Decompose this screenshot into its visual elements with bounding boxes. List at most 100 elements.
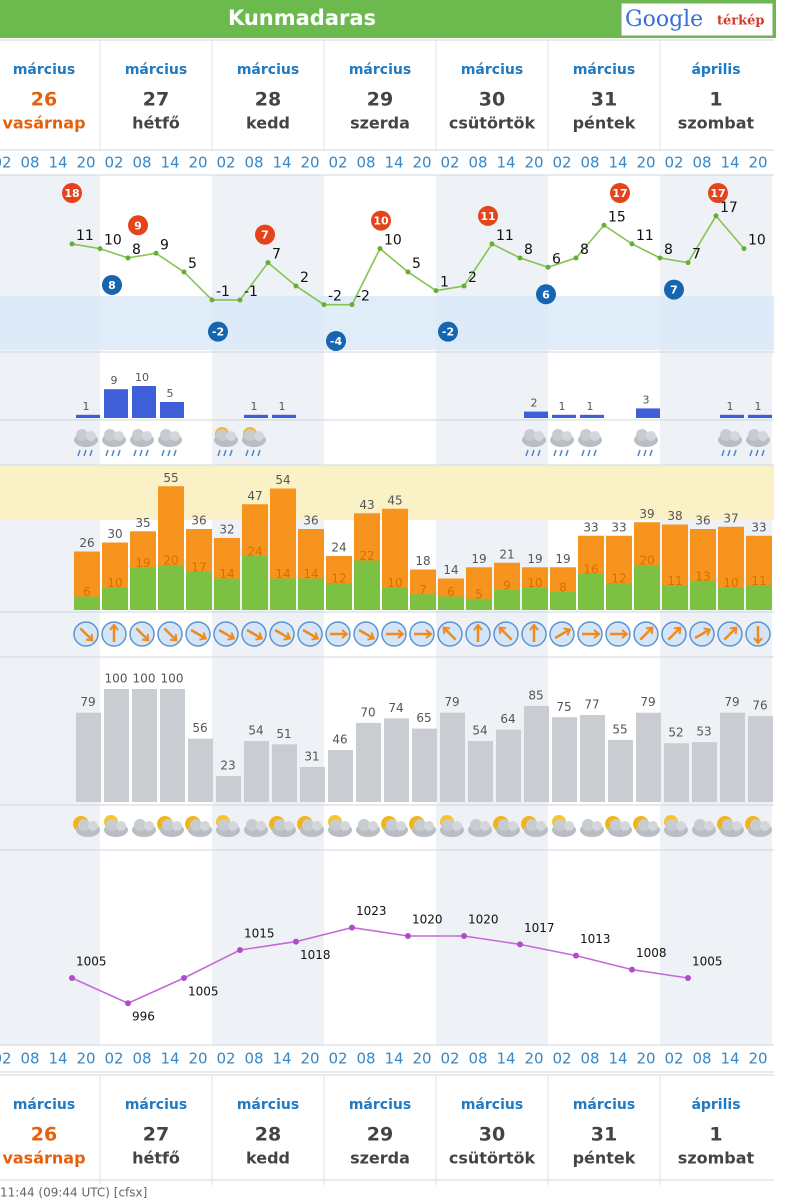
cloud [498, 819, 510, 831]
temperature-label: 8 [132, 242, 141, 258]
sky-icon [297, 816, 324, 837]
wind-label: 16 [583, 563, 598, 577]
rain-icon [74, 429, 98, 457]
temperature-point [349, 302, 355, 308]
sky-icon [409, 816, 436, 837]
wind-direction [353, 621, 379, 647]
month: március [125, 62, 187, 78]
wind-direction [437, 621, 463, 647]
day-number: 1 [709, 89, 722, 111]
cloud-label: 53 [696, 725, 711, 739]
wind-label: 10 [527, 576, 542, 590]
month: március [461, 62, 523, 78]
pressure-point [573, 952, 579, 959]
max-badge-label: 18 [64, 187, 79, 200]
direction-head [283, 632, 292, 641]
pressure-line [71, 926, 689, 1005]
day-number: 29 [367, 89, 393, 111]
wind-direction [689, 621, 715, 647]
gust-label: 32 [219, 523, 234, 537]
hour-label: 20 [524, 1050, 543, 1068]
pressure-point [405, 933, 411, 939]
wind-bar [718, 587, 744, 610]
cloud [86, 431, 96, 441]
gust-label: 19 [471, 552, 486, 566]
cloud [750, 819, 762, 831]
cloud [676, 821, 686, 831]
precip-bar [580, 414, 604, 418]
temperature-label: -1 [216, 284, 230, 300]
day-number: 27 [143, 89, 169, 111]
direction-arrow [302, 628, 318, 640]
temperature-point [237, 297, 243, 303]
precip-label: 1 [251, 400, 258, 413]
hour-label: 02 [664, 154, 683, 172]
gust-label: 39 [639, 507, 654, 521]
cloud-label: 79 [444, 695, 459, 709]
wind-direction [381, 621, 407, 647]
pressure-point [349, 924, 355, 931]
cloud-bar [636, 712, 661, 802]
map-label[interactable]: térkép [717, 14, 765, 29]
cloud-bar [244, 740, 269, 802]
sky-icon [132, 819, 156, 837]
wind-label: 6 [83, 585, 91, 599]
drop [117, 449, 121, 457]
rain-icon [522, 429, 546, 457]
cloud [144, 821, 154, 831]
weekday: kedd [246, 1149, 290, 1168]
direction-head [498, 626, 507, 635]
sky-icon [552, 815, 576, 837]
hour-label: 20 [76, 1050, 95, 1068]
cloud [562, 431, 572, 441]
cloud-label: 100 [133, 672, 156, 686]
cloud [590, 431, 600, 441]
temperature-point [153, 250, 159, 256]
weekday: szerda [350, 1149, 410, 1168]
direction-arrow [190, 628, 206, 640]
hour-label: 08 [692, 154, 711, 172]
wind-label: 12 [611, 572, 626, 586]
max-badge-label: 10 [373, 215, 389, 228]
wind-direction [745, 621, 771, 647]
direction-arrow [694, 628, 710, 640]
gust-label: 18 [415, 554, 430, 568]
rain-icon [746, 429, 770, 457]
rain-icon [578, 429, 602, 457]
footer: 11:44 (09:44 UTC) [cfsx] [0, 1186, 147, 1200]
map-link[interactable] [620, 2, 774, 37]
precip-label: 10 [135, 371, 149, 384]
hour-label: 14 [496, 1050, 515, 1068]
cloud [216, 429, 228, 441]
weekday: vasárnap [2, 114, 85, 133]
wind-bar [606, 583, 632, 610]
hour-label: 14 [496, 154, 515, 172]
wind-bar [550, 592, 576, 610]
wind-bar [634, 565, 660, 610]
cloud [534, 431, 544, 441]
hour-label: 14 [720, 154, 739, 172]
max-badge-label: 7 [261, 229, 269, 242]
temperature-label: 5 [188, 256, 197, 272]
sky-icon [185, 816, 212, 837]
cloud [580, 429, 592, 441]
min-badge [326, 330, 346, 351]
weekday: csütörtök [449, 114, 536, 133]
max-badge [708, 183, 728, 203]
wind-bar [102, 587, 128, 610]
map-brand[interactable]: Google [625, 7, 703, 32]
cloud-label: 54 [472, 723, 487, 737]
rain-icon [130, 429, 154, 457]
drop [161, 449, 165, 457]
drop [257, 449, 261, 457]
direction-arrow [218, 628, 234, 640]
weekday: szombat [678, 1149, 755, 1168]
wind-bar [494, 589, 520, 610]
temperature-point [321, 302, 327, 308]
cloud [358, 819, 370, 831]
month: április [691, 1097, 740, 1113]
cloud [142, 431, 152, 441]
drop [525, 449, 529, 457]
cloud [648, 821, 658, 831]
month: március [573, 1097, 635, 1113]
